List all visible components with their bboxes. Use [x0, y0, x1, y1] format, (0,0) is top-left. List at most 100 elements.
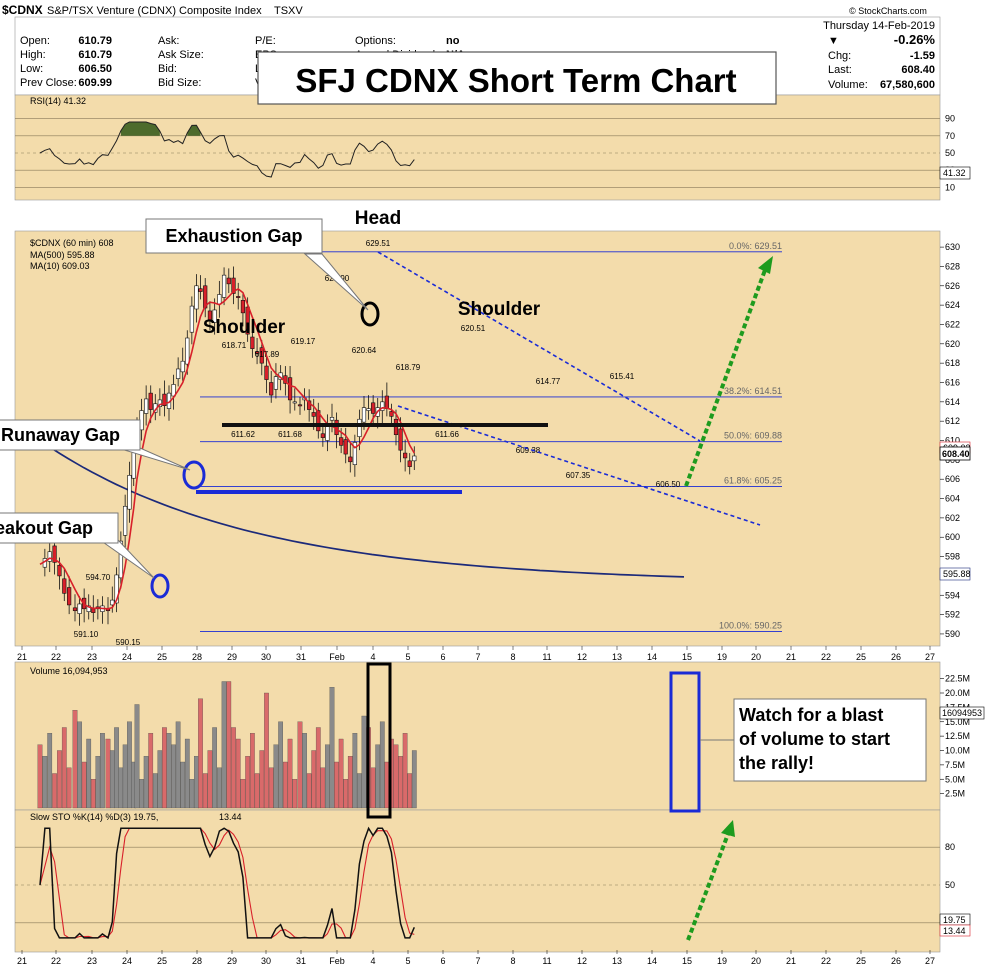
- x-axis-label: 21: [786, 652, 796, 662]
- index-name: S&P/TSX Venture (CDNX) Composite Index: [47, 5, 262, 17]
- quote-field-value: 610.79: [78, 49, 112, 61]
- price-tick-label: 616: [945, 377, 960, 387]
- x-axis-label: Feb: [329, 652, 345, 662]
- quote-field-value: 606.50: [78, 63, 112, 75]
- ma500-tag: [939, 567, 971, 581]
- volume-bar: [329, 687, 335, 809]
- volume-bar: [292, 779, 298, 809]
- price-pivot-label: 609.38: [516, 446, 541, 455]
- volume-bar: [37, 744, 43, 809]
- volume-label: Volume:: [828, 79, 868, 91]
- candle-body: [339, 437, 344, 446]
- candle-body: [148, 392, 153, 410]
- right-shoulder-label: Shoulder: [458, 299, 541, 320]
- x-axis-label: 11: [542, 652, 551, 662]
- price-pivot-label: 611.68: [278, 430, 302, 439]
- x-axis-label: 29: [227, 652, 237, 662]
- candle-body: [62, 578, 67, 594]
- x-axis-label: 15: [682, 956, 692, 966]
- volume-bar: [166, 733, 172, 809]
- price-tick-label: 614: [945, 397, 960, 407]
- x-axis-label: 14: [647, 956, 657, 966]
- x-axis-label: 20: [751, 956, 761, 966]
- volume-bar: [325, 744, 330, 809]
- volume-bar: [47, 733, 53, 809]
- chart-title: SFJ CDNX Short Term Chart: [295, 62, 736, 99]
- green-arrow-price: [684, 269, 767, 487]
- price-legend: $CDNX (60 min) 608: [30, 238, 114, 248]
- x-axis-label: 19: [717, 652, 727, 662]
- candle-body: [236, 296, 241, 298]
- ma10-legend: MA(10) 609.03: [30, 261, 90, 271]
- volume-bar: [347, 756, 353, 809]
- volume-bar: [226, 681, 232, 809]
- ma500-tag-text: 595.88: [943, 569, 971, 579]
- candle-body: [67, 587, 72, 606]
- fib-label: 50.0%: 609.88: [724, 431, 782, 441]
- candle-body: [403, 452, 408, 459]
- rsi-value-tag: [939, 166, 971, 180]
- runaway-gap-circle: [182, 460, 206, 490]
- candle-body: [162, 393, 167, 407]
- x-axis-label: 6: [440, 652, 445, 662]
- x-axis-label: 25: [856, 956, 866, 966]
- volume-bar: [143, 756, 149, 809]
- price-tick-label: 620: [945, 339, 960, 349]
- candle-body: [91, 608, 96, 613]
- volume-bar: [90, 779, 96, 809]
- candle-body: [189, 305, 194, 333]
- candle-body: [221, 274, 227, 298]
- x-axis-label: 20: [751, 652, 761, 662]
- volume-bar: [306, 773, 312, 809]
- volume-bar: [212, 727, 217, 809]
- price-tick-label: 622: [945, 319, 960, 329]
- volume-bar: [134, 704, 140, 809]
- quote-field-value: 610.79: [78, 35, 112, 47]
- candle-body: [352, 442, 357, 465]
- upper-trendline: [377, 251, 701, 442]
- candle-body: [114, 574, 119, 604]
- x-axis-label: 23: [87, 956, 97, 966]
- volume-bar: [320, 767, 326, 809]
- volume-note-line: Watch for a blast: [739, 705, 883, 725]
- volume-bar: [393, 744, 399, 809]
- volume-bar: [287, 738, 293, 809]
- candle-body: [264, 365, 269, 380]
- sto-panel: [14, 809, 941, 953]
- green-arrow-sto: [686, 833, 730, 941]
- price-pivot-label: 606.50: [656, 480, 681, 489]
- x-axis-label: 24: [122, 956, 132, 966]
- price-tick-label: 612: [945, 416, 960, 426]
- options-value: no: [446, 35, 460, 47]
- volume-bar: [100, 733, 105, 809]
- volume-bar: [118, 767, 124, 809]
- quote-field-label: High:: [20, 49, 46, 61]
- x-axis-label: 30: [261, 956, 271, 966]
- candle-body: [273, 376, 279, 390]
- volume-bar: [72, 710, 78, 809]
- x-axis-label: 5: [405, 956, 410, 966]
- volume-note-box: [733, 698, 927, 782]
- volume-bar: [384, 761, 390, 809]
- volume-tick-label: 10.0M: [945, 746, 970, 756]
- quote-field-label: Open:: [20, 35, 50, 47]
- candle-body: [329, 417, 335, 421]
- candle-body: [47, 551, 52, 562]
- candle-body: [207, 310, 213, 320]
- quote-field-label: Ask Size:: [158, 49, 204, 61]
- price-tick-label: 606: [945, 474, 960, 484]
- volume-tick-label: 15.0M: [945, 717, 970, 727]
- fib-label: 38.2%: 614.51: [724, 386, 782, 396]
- volume-bar: [235, 738, 241, 809]
- price-pivot-label: 619.17: [291, 337, 316, 346]
- x-axis-label: 25: [157, 652, 167, 662]
- volume-bar: [402, 733, 408, 809]
- exhaustion-callout-pointer: [303, 253, 369, 311]
- candle-body: [86, 605, 91, 612]
- symbol: $CDNX: [2, 3, 43, 17]
- volume-bar: [407, 773, 413, 809]
- runaway-callout-text: Runaway Gap: [1, 425, 120, 445]
- breakout-gap-circle: [150, 573, 170, 599]
- x-axis-label: 8: [510, 652, 515, 662]
